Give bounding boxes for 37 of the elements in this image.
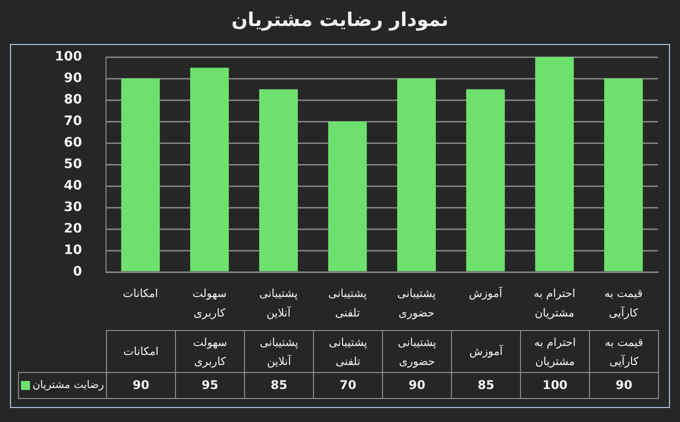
y-tick-label: 10 [64, 242, 82, 258]
data-label: 90 [106, 372, 176, 398]
chart-title: نمودار رضایت مشتریان [231, 9, 449, 31]
category-label: سهولت کاربری [192, 336, 228, 368]
y-tick-label: 90 [64, 70, 82, 86]
category-label: امکانات [123, 345, 159, 358]
data-label: 85 [452, 372, 520, 398]
y-tick-label: 80 [64, 92, 82, 108]
y-tick-label: 50 [64, 156, 82, 172]
category-label: قیمت به کارآیی [604, 336, 644, 368]
y-tick-label: 40 [64, 178, 82, 194]
category-label: پشتیبانی تلفنی [328, 336, 368, 368]
y-tick-label: 20 [64, 221, 82, 236]
x-tick-label: احترام به مشتریان [534, 286, 576, 320]
x-tick-label: پشتیبانی آنلاین [259, 286, 298, 320]
legend-label: رضایت مشتریان [32, 378, 104, 393]
data-label: 95 [176, 372, 244, 398]
data-label: 90 [590, 372, 658, 398]
x-tick-label: قیمت به کارآیی [604, 286, 643, 320]
data-label: 90 [382, 372, 452, 398]
category-label: احترام به مشتریان [534, 336, 576, 368]
x-tick-label: پشتیبانی تلفنی [328, 286, 367, 320]
data-label: 100 [520, 372, 590, 398]
data-label: 70 [314, 372, 382, 398]
category-label: آموزش [469, 345, 503, 358]
y-tick-label: 0 [72, 264, 82, 280]
category-label: پشتیبانی حضوری [398, 336, 436, 368]
y-tick-label: 100 [54, 49, 82, 64]
x-tick-label: آموزش [468, 286, 504, 300]
y-tick-label: 70 [64, 114, 82, 129]
x-tick-label: پشتیبانی حضوری [397, 286, 436, 320]
x-tick-label: سهولت کاربری [192, 286, 227, 320]
y-tick-label: 30 [64, 200, 82, 215]
x-tick-label: امکانات [122, 286, 158, 300]
y-tick-label: 60 [64, 135, 82, 150]
category-label: پشتیبانی آنلاین [260, 336, 298, 368]
data-label: 85 [244, 372, 314, 398]
